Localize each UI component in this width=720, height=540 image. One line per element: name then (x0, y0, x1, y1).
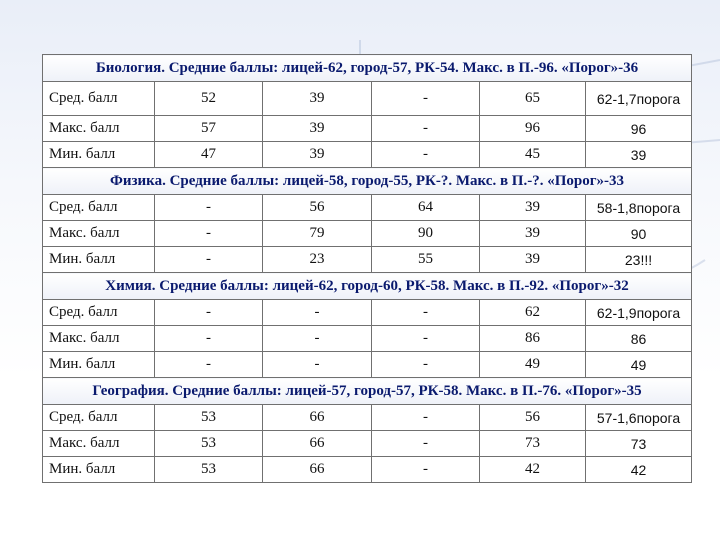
cell: - (262, 299, 372, 326)
cell: - (371, 430, 480, 457)
cell: 90 (584, 220, 693, 247)
cell: 56 (262, 194, 372, 221)
cell: 23 (262, 246, 372, 273)
cell: 62 (479, 299, 586, 326)
row-label: Макс. балл (42, 430, 155, 457)
table-row: Макс. балл 53 66 - 73 73 (42, 430, 693, 457)
section-header-biology: Биология. Средние баллы: лицей-62, город… (41, 54, 693, 82)
row-label: Макс. балл (42, 115, 155, 142)
section-title: Химия. Средние баллы: лицей-62, город-60… (41, 272, 693, 300)
cell: 39 (479, 194, 586, 221)
row-label: Макс. балл (42, 220, 155, 247)
cell: - (154, 299, 263, 326)
cell: 42 (584, 456, 693, 483)
table-row: Мин. балл - 23 55 39 23!!! (42, 246, 693, 273)
cell: 73 (584, 430, 693, 457)
cell: 47 (154, 141, 263, 168)
scores-table: Биология. Средние баллы: лицей-62, город… (41, 54, 693, 483)
row-label: Мин. балл (42, 246, 155, 273)
table-row: Мин. балл 53 66 - 42 42 (42, 456, 693, 483)
cell: 58-1,8порога (584, 194, 693, 221)
row-label: Сред. балл (42, 299, 155, 326)
cell: 53 (154, 456, 263, 483)
cell: - (262, 351, 372, 378)
cell: 79 (262, 220, 372, 247)
cell: - (262, 325, 372, 352)
table-row: Мин. балл 47 39 - 45 39 (42, 141, 693, 168)
cell: 23!!! (584, 246, 693, 273)
cell: 66 (262, 404, 372, 431)
cell: - (371, 299, 480, 326)
cell: 86 (584, 325, 693, 352)
cell: - (154, 220, 263, 247)
cell: - (154, 194, 263, 221)
section-header-geography: География. Средние баллы: лицей-57, горо… (41, 377, 693, 405)
section-title: Физика. Средние баллы: лицей-58, город-5… (41, 167, 693, 195)
row-label: Мин. балл (42, 456, 155, 483)
cell: 66 (262, 430, 372, 457)
section-title: География. Средние баллы: лицей-57, горо… (41, 377, 693, 405)
row-label: Сред. балл (42, 81, 155, 116)
cell: 52 (154, 81, 263, 116)
cell: 62-1,7порога (584, 81, 693, 116)
table-row: Мин. балл - - - 49 49 (42, 351, 693, 378)
cell: 86 (479, 325, 586, 352)
table-row: Сред. балл - - - 62 62-1,9порога (42, 299, 693, 326)
cell: 66 (262, 456, 372, 483)
cell: 39 (262, 141, 372, 168)
cell: 39 (262, 81, 372, 116)
cell: 55 (371, 246, 480, 273)
table-row: Макс. балл - - - 86 86 (42, 325, 693, 352)
cell: 39 (479, 246, 586, 273)
cell: 56 (479, 404, 586, 431)
table-row: Макс. балл 57 39 - 96 96 (42, 115, 693, 142)
cell: 45 (479, 141, 586, 168)
cell: - (371, 81, 480, 116)
cell: 73 (479, 430, 586, 457)
cell: - (154, 325, 263, 352)
cell: 42 (479, 456, 586, 483)
cell: 39 (584, 141, 693, 168)
cell: 49 (584, 351, 693, 378)
row-label: Мин. балл (42, 351, 155, 378)
row-label: Макс. балл (42, 325, 155, 352)
cell: 64 (371, 194, 480, 221)
row-label: Мин. балл (42, 141, 155, 168)
section-header-physics: Физика. Средние баллы: лицей-58, город-5… (41, 167, 693, 195)
cell: 53 (154, 430, 263, 457)
section-header-chemistry: Химия. Средние баллы: лицей-62, город-60… (41, 272, 693, 300)
table-row: Сред. балл - 56 64 39 58-1,8порога (42, 194, 693, 221)
cell: - (371, 141, 480, 168)
cell: - (371, 115, 480, 142)
cell: 39 (479, 220, 586, 247)
table-row: Сред. балл 52 39 - 65 62-1,7порога (42, 81, 693, 116)
cell: - (154, 246, 263, 273)
cell: 53 (154, 404, 263, 431)
cell: - (371, 351, 480, 378)
cell: 62-1,9порога (584, 299, 693, 326)
row-label: Сред. балл (42, 404, 155, 431)
cell: 57-1,6порога (584, 404, 693, 431)
table-row: Макс. балл - 79 90 39 90 (42, 220, 693, 247)
cell: 49 (479, 351, 586, 378)
cell: 96 (479, 115, 586, 142)
cell: 57 (154, 115, 263, 142)
section-title: Биология. Средние баллы: лицей-62, город… (41, 54, 693, 82)
cell: 96 (584, 115, 693, 142)
table-row: Сред. балл 53 66 - 56 57-1,6порога (42, 404, 693, 431)
cell: 90 (371, 220, 480, 247)
cell: - (154, 351, 263, 378)
cell: - (371, 456, 480, 483)
row-label: Сред. балл (42, 194, 155, 221)
cell: - (371, 325, 480, 352)
cell: 65 (479, 81, 586, 116)
cell: - (371, 404, 480, 431)
cell: 39 (262, 115, 372, 142)
